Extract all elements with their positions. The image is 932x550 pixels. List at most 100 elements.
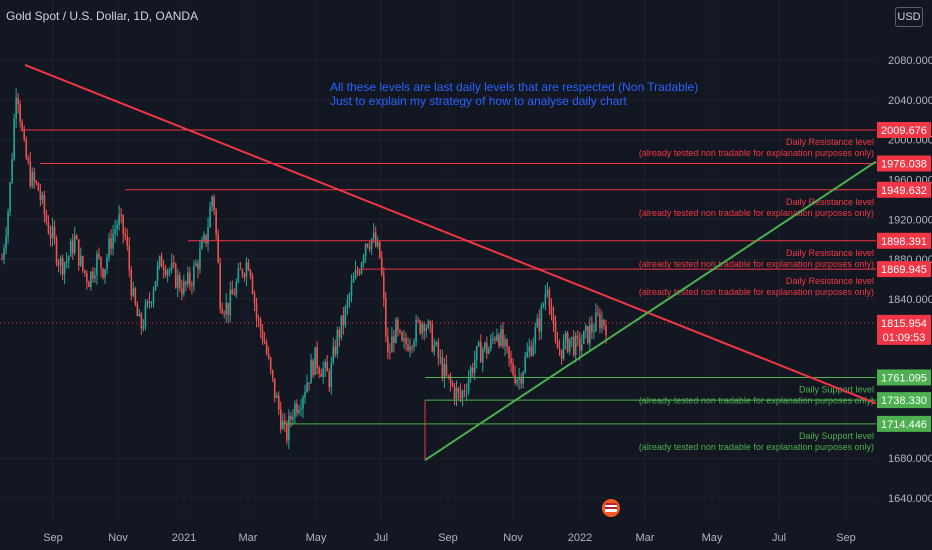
candle-body [441,357,444,379]
resistance-level-sublabel: (already tested non tradable for explana… [639,208,874,218]
candle-body [269,357,272,370]
candle-body [601,319,603,329]
candle-body [316,346,318,369]
resistance-level-sublabel: (already tested non tradable for explana… [639,287,874,297]
candle-body [405,338,407,345]
candle-body [11,159,13,183]
candle-body [473,360,476,373]
candle-body [271,369,274,379]
candle-body [191,284,193,287]
support-level-price-text: 1761.095 [881,372,927,384]
candle-body [166,270,169,276]
candle-body [421,323,423,334]
candle-body [516,379,518,384]
candle-body [566,333,569,352]
time-axis[interactable]: Sep Nov 2021 Mar May Jul Sep Nov 2022 Mar May Jul Se… [43,532,856,544]
candle-body [29,161,32,187]
support-level-sublabel: (already tested non tradable for explana… [639,442,874,452]
support-level-price-tag [877,415,931,432]
candle-body [281,421,284,430]
candle-body [540,306,543,332]
resistance-level-price-tag [877,261,931,278]
candle-body [411,346,413,348]
candle-body [146,301,149,305]
candle-body [544,293,547,305]
price-axis[interactable]: 2080.0002040.0002000.0001960.0001920.000… [877,55,932,505]
candle-body [23,129,26,140]
candle-body [211,196,213,207]
candle-body [427,321,430,329]
candle-body [199,248,201,270]
candle-body [479,342,482,363]
candle-body [433,344,436,352]
candle-body [520,376,522,384]
candle-body [120,214,122,216]
candle-body [429,321,432,325]
candle-body [584,326,587,331]
candle-body [201,240,203,249]
us-flag-event-icon[interactable] [600,497,622,519]
candle-body [437,342,440,358]
candle-body [37,182,40,191]
candle-body [362,256,365,263]
candle-body [374,232,377,247]
resistance-level-price-text: 1976.038 [881,158,927,170]
note-line-2: Just to explain my strategy of how to an… [330,94,627,108]
candle-body [92,271,94,279]
x-tick-label: 2021 [172,532,196,544]
candle-body [344,306,347,325]
candle-body [185,281,187,285]
y-tick-label: 1640.000 [888,493,932,505]
candle-body [180,288,183,295]
candle-body [178,275,181,289]
candle-body [354,270,357,279]
support-level-price-tag [877,392,931,409]
candle-body [247,262,250,271]
candle-body [82,255,84,271]
candle-body [564,333,567,341]
candle-body [469,367,472,379]
resistance-level-label: Daily Resistance level [786,197,874,207]
candle-body [330,362,333,388]
candle-body [364,244,367,257]
x-tick-label: Sep [438,532,458,544]
candle-body [45,214,48,223]
candle-body [219,262,221,309]
candle-body [290,416,292,420]
candle-body [457,388,460,392]
candle-body [560,349,563,359]
candle-body [237,268,240,282]
support-level-price-tag [877,369,931,386]
candle-body [253,293,256,303]
candle-body [340,315,343,338]
candle-body [144,304,147,327]
candle-body [90,271,92,288]
resistance-level-label: Daily Resistance level [786,276,874,286]
candle-body [312,360,314,376]
candle-body [597,312,599,315]
note-line-1: All these levels are last daily levels t… [330,80,699,94]
candle-body [265,343,268,354]
x-tick-label: Mar [636,532,655,544]
candle-body [463,391,466,393]
candle-body [308,382,310,384]
x-tick-label: May [702,532,723,544]
candle-body [518,376,520,380]
candle-body [360,262,363,274]
candle-body [528,346,531,352]
candle-body [358,272,361,274]
candle-body [435,342,438,345]
candle-body [229,289,232,316]
candle-body [49,233,52,238]
candle-body [568,338,571,352]
candle-body [453,385,456,399]
candle-body [86,273,88,283]
candle-body [110,238,112,249]
candle-body [294,403,296,418]
currency-button[interactable]: USD [895,7,923,27]
countdown-text: 01:09:53 [883,332,926,344]
candle-body [59,258,62,266]
y-tick-label: 2040.000 [888,95,932,107]
candle-body [88,282,90,288]
